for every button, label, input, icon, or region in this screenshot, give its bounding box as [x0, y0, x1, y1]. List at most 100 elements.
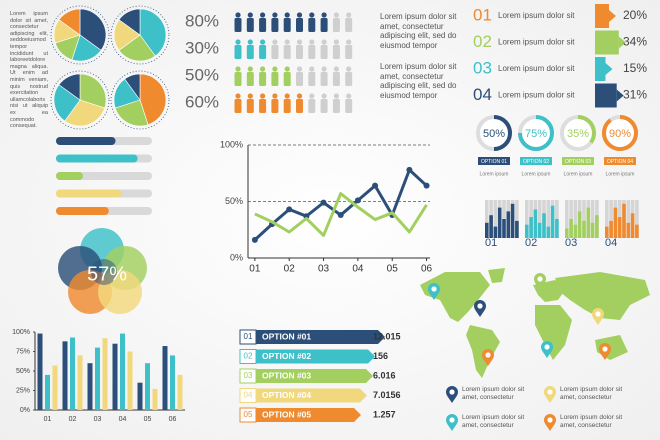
person-head	[247, 66, 253, 72]
pie-slice	[79, 8, 107, 51]
person-body	[283, 18, 291, 32]
person-body	[283, 45, 291, 59]
mini-bar-bg	[582, 200, 586, 238]
legend-text: Lorem ipsum dolor sit amet, consectetur	[462, 414, 525, 429]
pin-hole	[595, 311, 601, 317]
mini-bar	[630, 213, 635, 238]
person-body	[345, 45, 353, 59]
person-icon	[320, 93, 328, 113]
person-icon	[332, 93, 340, 113]
person-body	[271, 45, 279, 59]
bar	[70, 337, 75, 410]
people-row	[234, 93, 353, 113]
person-head	[272, 12, 278, 18]
person-body	[246, 45, 254, 59]
pin-hole	[544, 344, 550, 350]
pin-hole	[537, 276, 543, 282]
legend-text: Lorem ipsum dolor sit amet, consectetur	[462, 386, 525, 401]
person-icon	[308, 12, 316, 32]
person-head	[296, 12, 303, 18]
pin-hole	[431, 286, 437, 292]
mini-bar	[586, 207, 591, 238]
x-tick-label: 06	[169, 416, 177, 423]
continent	[466, 325, 500, 378]
person-head	[333, 93, 339, 99]
mini-bar-label: 03	[565, 237, 577, 249]
option-tag-label: OPTION 03	[565, 159, 591, 165]
mini-bar-bg	[626, 200, 631, 238]
person-head	[296, 93, 303, 99]
person-icon	[332, 66, 340, 86]
y-tick-label: 75%	[16, 348, 30, 355]
bar	[145, 363, 150, 410]
map-pin	[428, 283, 440, 300]
person-head	[321, 93, 327, 99]
list-text: Lorem ipsum dolor sit	[498, 38, 575, 47]
person-icon	[320, 39, 328, 59]
mini-bar	[617, 217, 622, 238]
pin-hole	[602, 346, 608, 352]
ring-arc	[602, 115, 638, 151]
person-icon	[234, 93, 242, 113]
person-body	[283, 72, 291, 86]
person-body	[332, 45, 340, 59]
option-value: 6.016	[373, 370, 396, 380]
percent-label: 50%	[185, 65, 219, 84]
data-point	[372, 182, 379, 189]
person-head	[346, 39, 352, 45]
person-head	[333, 39, 339, 45]
mini-bar	[542, 213, 546, 238]
legend-pin	[446, 386, 458, 403]
person-icon	[308, 66, 316, 86]
data-line	[253, 168, 428, 242]
pie-ring	[110, 70, 170, 130]
x-tick-label: 01	[249, 264, 261, 275]
person-body	[271, 72, 279, 86]
mini-bar	[515, 220, 519, 238]
mini-bar-bg	[565, 200, 569, 238]
person-body	[296, 99, 303, 113]
mini-bar	[529, 217, 533, 238]
progress-fill	[56, 189, 122, 198]
option-label: OPTION #02	[262, 351, 311, 361]
venn-center	[91, 259, 117, 285]
mini-bar-label: 02	[525, 237, 537, 249]
mini-bar	[546, 226, 551, 238]
mini-bar-label: 01	[485, 237, 497, 249]
person-head	[260, 12, 266, 18]
person-head	[296, 66, 303, 72]
person-head	[309, 66, 315, 72]
person-icon	[283, 93, 291, 113]
person-body	[308, 72, 316, 86]
person-icon	[345, 39, 353, 59]
ring-caption: Lorem ipsum	[522, 171, 551, 177]
mini-bar-bg	[609, 200, 613, 238]
pie-slice	[58, 8, 81, 36]
mini-bar	[613, 207, 618, 238]
data-point	[251, 236, 258, 243]
data-point	[337, 212, 344, 219]
data-point	[303, 213, 310, 220]
bar	[112, 343, 118, 410]
people-row	[234, 39, 353, 59]
option-number: 03	[244, 371, 253, 380]
option-bar	[256, 349, 375, 364]
progress-fill	[56, 154, 138, 163]
person-icon	[234, 12, 242, 32]
mini-bar	[533, 209, 538, 238]
y-tick-label: 50%	[16, 368, 30, 375]
pie-ring	[50, 5, 110, 65]
data-point	[320, 199, 327, 206]
option-tag-label: OPTION 01	[481, 159, 507, 165]
person-head	[284, 93, 290, 99]
person-head	[333, 12, 339, 18]
bar	[120, 333, 125, 410]
person-head	[346, 12, 352, 18]
person-icon	[296, 12, 303, 32]
option-bar	[256, 330, 385, 344]
mini-bar	[626, 222, 631, 238]
person-head	[333, 66, 339, 72]
bar	[170, 355, 175, 410]
person-body	[296, 72, 303, 86]
